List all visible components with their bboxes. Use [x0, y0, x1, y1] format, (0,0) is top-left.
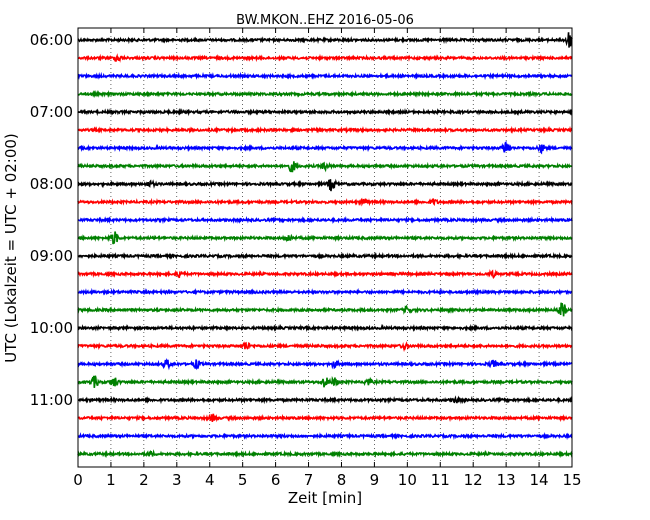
trace-0745 [77, 161, 573, 173]
traces-group [77, 32, 573, 459]
x-tick-label: 2 [139, 471, 149, 489]
trace-0700 [77, 107, 573, 117]
trace-0730 [77, 140, 573, 155]
trace-0630 [77, 71, 573, 81]
x-tick-label: 8 [337, 471, 347, 489]
y-tick-label: 09:00 [30, 247, 73, 265]
chart-title: BW.MKON..EHZ 2016-05-06 [236, 13, 414, 28]
trace-0915 [77, 269, 573, 279]
x-tick-label: 0 [73, 471, 83, 489]
x-tick-label: 13 [497, 471, 516, 489]
trace-1145 [77, 449, 573, 459]
x-axis-ticks: 0 1 2 3 4 5 6 7 8 9 10 11 12 13 14 15 [73, 28, 582, 489]
y-tick-label: 06:00 [30, 31, 73, 49]
trace-0945 [77, 302, 573, 317]
x-tick-label: 14 [530, 471, 549, 489]
x-tick-label: 12 [464, 471, 483, 489]
trace-0715 [77, 125, 573, 135]
y-tick-label: 10:00 [30, 319, 73, 337]
trace-0600 [77, 32, 573, 48]
x-tick-label: 9 [370, 471, 380, 489]
x-tick-label: 3 [172, 471, 182, 489]
trace-0845 [77, 231, 573, 245]
x-tick-label: 6 [271, 471, 281, 489]
trace-1000 [77, 323, 573, 333]
y-tick-label: 08:00 [30, 175, 73, 193]
x-tick-label: 1 [106, 471, 116, 489]
x-tick-label: 4 [205, 471, 215, 489]
x-tick-label: 10 [398, 471, 417, 489]
plot-frame [77, 27, 573, 468]
trace-1130 [77, 432, 573, 441]
y-tick-label: 11:00 [30, 391, 73, 409]
trace-0900 [77, 251, 573, 261]
y-tick-label: 07:00 [30, 103, 73, 121]
x-tick-label: 15 [562, 471, 581, 489]
trace-1030 [77, 357, 573, 371]
y-axis-ticks: 06:00 07:00 08:00 09:00 10:00 11:00 [30, 31, 572, 409]
x-tick-label: 5 [238, 471, 248, 489]
trace-0615 [77, 53, 573, 63]
x-tick-label: 7 [304, 471, 314, 489]
trace-1100 [77, 395, 573, 405]
trace-0830 [77, 215, 573, 225]
trace-0800 [77, 178, 573, 192]
x-tick-label: 11 [431, 471, 450, 489]
y-axis-title: UTC (Lokalzeit = UTC + 02:00) [2, 133, 20, 363]
trace-1045 [77, 375, 573, 388]
trace-1115 [77, 413, 573, 423]
trace-1015 [77, 341, 573, 353]
trace-0645 [77, 89, 573, 99]
trace-0930 [77, 287, 573, 297]
x-axis-title: Zeit [min] [288, 489, 362, 507]
trace-0815 [77, 197, 573, 207]
